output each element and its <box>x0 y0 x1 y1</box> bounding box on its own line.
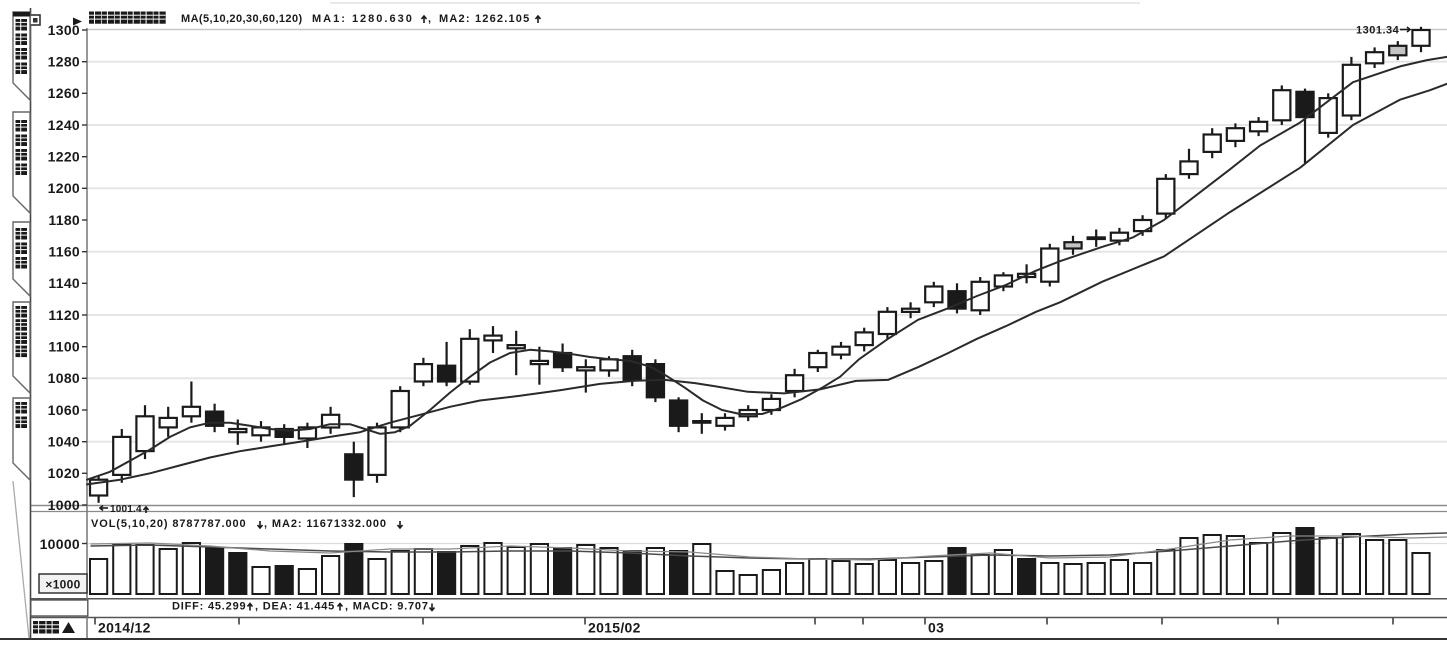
svg-text:1260: 1260 <box>48 85 80 101</box>
svg-text:, MACD: 9.707: , MACD: 9.707 <box>345 601 429 613</box>
svg-text:VOL(5,10,20) 8787787.000: VOL(5,10,20) 8787787.000 <box>91 518 247 530</box>
svg-text:1120: 1120 <box>48 307 80 323</box>
svg-text:1001.4: 1001.4 <box>110 504 142 515</box>
svg-text:MA2: 1262.105: MA2: 1262.105 <box>439 13 530 25</box>
svg-text:1080: 1080 <box>48 370 80 386</box>
svg-text:1200: 1200 <box>48 180 80 196</box>
svg-text:1040: 1040 <box>48 434 80 450</box>
svg-text:,: , <box>428 13 431 25</box>
svg-text:MA(5,10,20,30,60,120): MA(5,10,20,30,60,120) <box>181 13 303 25</box>
svg-text:1140: 1140 <box>48 275 80 291</box>
svg-text:, MA2: 11671332.000: , MA2: 11671332.000 <box>264 518 387 530</box>
svg-text:1300: 1300 <box>48 22 80 38</box>
svg-text:×1000: ×1000 <box>45 578 80 592</box>
svg-text:1301.34: 1301.34 <box>1356 25 1400 37</box>
svg-text:2014/12: 2014/12 <box>98 620 151 636</box>
svg-text:03: 03 <box>928 620 944 636</box>
svg-text:, DEA: 41.445: , DEA: 41.445 <box>255 601 335 613</box>
svg-text:1020: 1020 <box>48 465 80 481</box>
svg-text:10000: 10000 <box>40 536 80 552</box>
svg-text:1060: 1060 <box>48 402 80 418</box>
svg-text:MA1: 1280.630: MA1: 1280.630 <box>312 13 414 25</box>
svg-text:1000: 1000 <box>48 497 80 513</box>
svg-text:DIFF: 45.299: DIFF: 45.299 <box>172 601 246 613</box>
svg-text:1160: 1160 <box>48 244 80 260</box>
svg-text:1180: 1180 <box>48 212 80 228</box>
svg-text:1280: 1280 <box>48 54 80 70</box>
svg-text:2015/02: 2015/02 <box>588 620 641 636</box>
svg-text:1220: 1220 <box>48 149 80 165</box>
svg-text:1100: 1100 <box>48 339 80 355</box>
svg-text:1240: 1240 <box>48 117 80 133</box>
